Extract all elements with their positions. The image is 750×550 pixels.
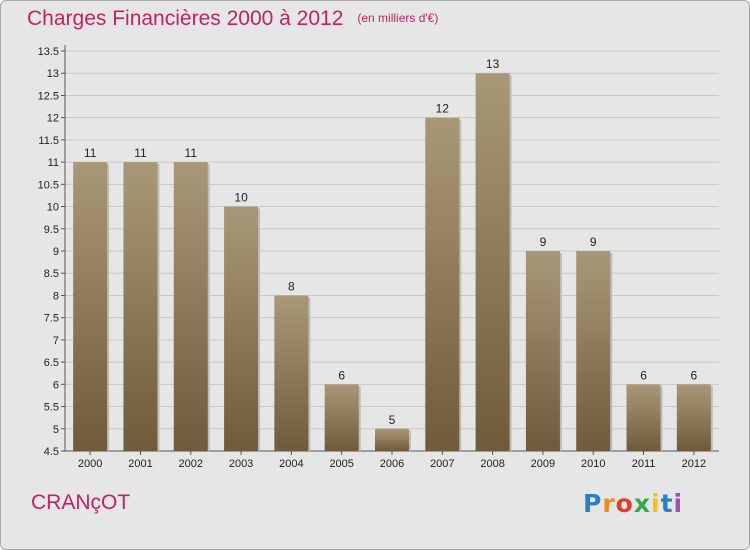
bar <box>676 384 711 451</box>
bar <box>626 384 661 451</box>
bar <box>224 206 259 451</box>
data-label: 11 <box>134 146 147 160</box>
logo-letter: r <box>602 489 616 518</box>
x-tick-label: 2005 <box>329 458 353 470</box>
chart-title: Charges Financières 2000 à 2012 (en milli… <box>27 7 438 31</box>
logo-letter: P <box>583 489 603 518</box>
y-tick-label: 7.5 <box>44 313 59 325</box>
bar <box>324 384 359 451</box>
y-tick-label: 9.5 <box>44 224 59 236</box>
x-tick-label: 2010 <box>581 458 605 470</box>
bar <box>123 162 158 451</box>
y-tick-label: 4.5 <box>44 446 59 458</box>
x-tick-label: 2006 <box>380 458 404 470</box>
logo-letter: t <box>660 489 674 518</box>
x-tick-label: 2002 <box>179 458 203 470</box>
data-label: 6 <box>640 368 647 382</box>
data-label: 6 <box>691 368 698 382</box>
y-tick-label: 12.5 <box>38 90 59 102</box>
x-tick-label: 2007 <box>430 458 454 470</box>
data-label: 6 <box>338 368 345 382</box>
y-tick-label: 13.5 <box>38 46 59 58</box>
axes <box>61 45 719 455</box>
y-tick-label: 8 <box>53 290 59 302</box>
bar <box>274 295 309 451</box>
y-tick-label: 10 <box>47 202 59 214</box>
y-tick-label: 7 <box>53 335 59 347</box>
x-tick-label: 2009 <box>531 458 555 470</box>
x-tick-label: 2001 <box>128 458 152 470</box>
y-tick-label: 8.5 <box>44 268 59 280</box>
bar <box>375 428 409 451</box>
bar <box>576 251 611 451</box>
data-label: 9 <box>540 235 547 249</box>
proxiti-logo: Proxiti <box>583 489 683 518</box>
data-label: 10 <box>234 191 248 205</box>
y-tick-label: 12 <box>47 113 59 125</box>
y-tick-label: 6 <box>53 379 59 391</box>
data-label: 13 <box>486 57 500 71</box>
y-tick-label: 5 <box>53 424 59 436</box>
y-tick-label: 11 <box>48 157 59 169</box>
y-tick-label: 11.5 <box>38 135 59 147</box>
data-label: 5 <box>389 413 396 427</box>
y-tick-label: 5.5 <box>44 402 59 414</box>
data-labels: 11 11 11 10 8 6 5 12 13 9 9 6 6 <box>84 57 698 427</box>
y-tick-label: 10.5 <box>38 179 59 191</box>
x-tick-label: 2012 <box>682 458 706 470</box>
logo-letter: o <box>615 489 634 518</box>
chart-title-text: Charges Financières 2000 à 2012 <box>27 7 344 30</box>
data-label: 12 <box>436 102 450 116</box>
bars <box>73 73 713 452</box>
x-tick-labels: 2000 2001 2002 2003 2004 2005 2006 2007 2008 2009… <box>78 458 706 470</box>
commune-name: CRANçOT <box>31 491 131 514</box>
data-label: 8 <box>288 279 295 293</box>
y-tick-label: 13 <box>47 68 59 80</box>
y-tick-labels: 4.5 5 5.5 6 6.5 7 7.5 8 8.5 9 9.5 10 10.5 11 11.5 12 12.… <box>38 46 59 458</box>
y-tick-label: 6.5 <box>44 357 59 369</box>
data-label: 11 <box>84 146 97 160</box>
logo-letter: i <box>651 489 661 518</box>
x-tick-label: 2000 <box>78 458 102 470</box>
y-tick-label: 9 <box>53 246 59 258</box>
data-label: 11 <box>185 146 198 160</box>
chart-subtitle: (en milliers d'€) <box>357 11 439 25</box>
bar <box>475 73 510 451</box>
x-tick-label: 2004 <box>279 458 303 470</box>
bar <box>173 162 208 451</box>
bar <box>525 251 560 451</box>
logo-letter: i <box>673 489 684 518</box>
x-tick-label: 2008 <box>480 458 504 470</box>
bar <box>73 162 108 451</box>
x-tick-label: 2011 <box>632 458 656 470</box>
bar <box>425 117 460 452</box>
data-label: 9 <box>590 235 597 249</box>
x-tick-label: 2003 <box>229 458 253 470</box>
logo-letter: x <box>633 489 651 518</box>
grid-lines <box>65 50 719 452</box>
